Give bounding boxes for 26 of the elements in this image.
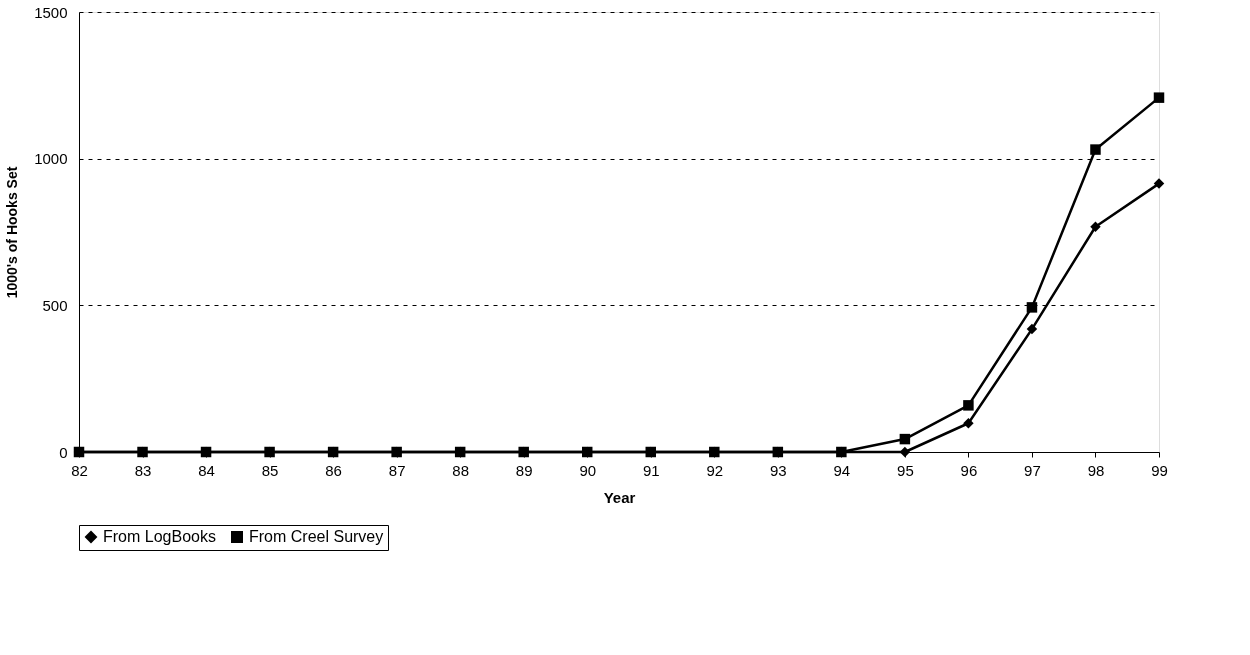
y-tick-label: 1500: [34, 3, 68, 21]
x-tick-label: 89: [515, 461, 533, 479]
x-tick-label: 86: [325, 461, 342, 479]
x-tick-label: 85: [261, 461, 279, 479]
y-tick-label: 0: [59, 443, 68, 461]
x-tick-label: 98: [1087, 461, 1105, 479]
x-tick-label: 97: [1024, 461, 1041, 479]
x-tick-label: 90: [579, 461, 597, 479]
x-tick-label: 84: [198, 461, 215, 479]
y-tick-label: 1000: [34, 150, 68, 168]
y-tick-label: 500: [42, 296, 68, 314]
x-tick-label: 93: [769, 461, 787, 479]
x-tick-label: 92: [706, 461, 724, 479]
x-tick-label: 88: [452, 461, 470, 479]
x-tick-label: 87: [388, 461, 406, 479]
y-axis-title: 1000's of Hooks Set: [4, 166, 21, 299]
x-tick-label: 83: [134, 461, 152, 479]
legend-label: From Creel Survey: [249, 528, 384, 545]
x-tick-label: 91: [642, 461, 660, 479]
x-tick-label: 82: [71, 461, 88, 479]
x-tick-label: 94: [833, 461, 851, 479]
x-tick-label: 99: [1151, 461, 1168, 479]
x-tick-label: 95: [897, 461, 914, 479]
legend-label: From LogBooks: [103, 528, 216, 545]
x-tick-label: 96: [960, 461, 978, 479]
x-axis-title: Year: [603, 488, 636, 506]
